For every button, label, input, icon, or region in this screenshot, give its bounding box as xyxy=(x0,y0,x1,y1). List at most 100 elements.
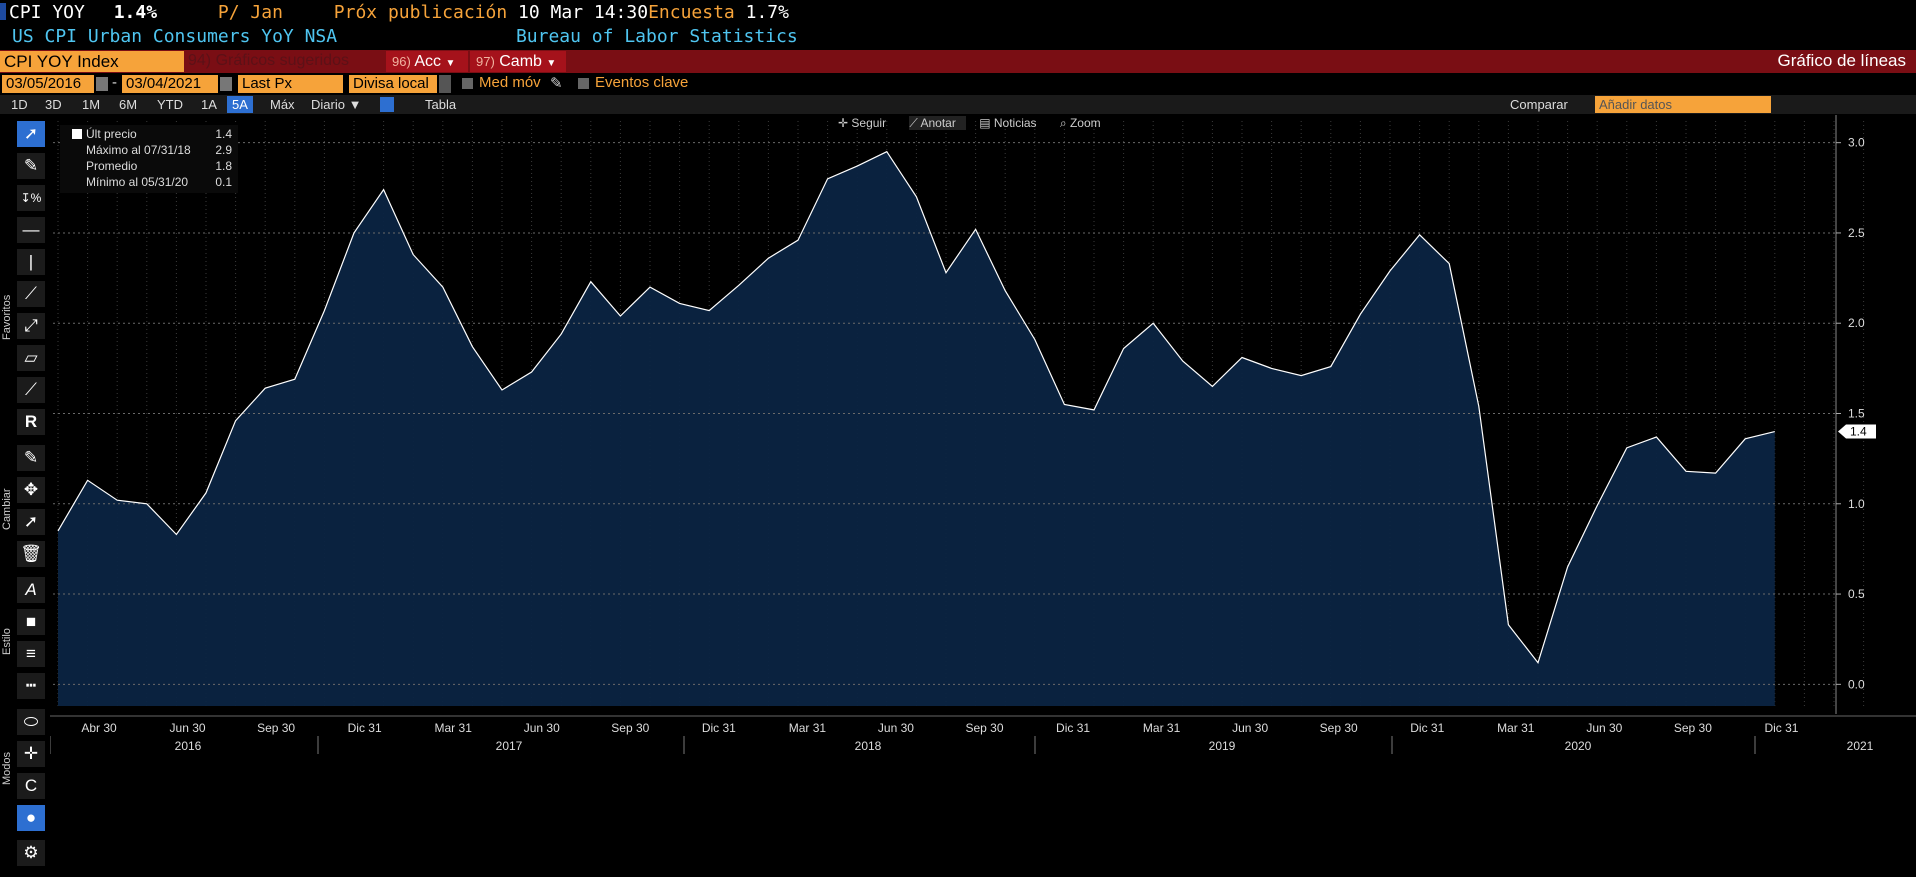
channel-icon[interactable]: ▱ xyxy=(17,345,45,371)
trend-line-icon[interactable]: ⟋ xyxy=(17,281,45,307)
select-icon[interactable]: ➚ xyxy=(17,509,45,535)
modes-section-label: Modos xyxy=(1,751,13,785)
moving-average-label[interactable]: Med móv xyxy=(479,74,541,91)
percent-change-icon[interactable]: ↧% xyxy=(17,185,45,211)
magnet-icon[interactable]: C xyxy=(17,773,45,799)
x-tick-label: Dic 31 xyxy=(1764,721,1798,735)
color-palette-icon[interactable]: ● xyxy=(17,805,45,831)
survey-label: Encuesta xyxy=(648,2,735,23)
y-tick-label: 2.5 xyxy=(1848,226,1865,240)
y-tick-label: 3.0 xyxy=(1848,136,1865,150)
x-tick-label: Sep 30 xyxy=(1674,721,1712,735)
vertical-line-icon[interactable]: | xyxy=(17,249,45,275)
end-date-field[interactable]: 03/04/2021 xyxy=(122,75,218,93)
pencil-icon[interactable]: ✎ xyxy=(550,75,563,92)
series-swatch xyxy=(72,129,82,139)
fibonacci-icon[interactable]: ⟋ xyxy=(17,377,45,403)
tab-3d[interactable]: 3D xyxy=(45,97,62,112)
favorites-section-label: Favoritos xyxy=(1,294,13,340)
x-tick-label: Jun 30 xyxy=(524,721,560,735)
zoom-button[interactable]: ⌕ Zoom xyxy=(1059,116,1101,130)
crosshair-icon[interactable]: ✛ xyxy=(17,741,45,767)
annotate-label: Anotar xyxy=(920,116,956,130)
compare-button[interactable]: Comparar xyxy=(1510,97,1568,112)
chart-menu: ✛ Seguir ⟋ Anotar ▤ Noticias ⌕ Zoom xyxy=(838,116,1121,131)
x-tick-label: Dic 31 xyxy=(1056,721,1090,735)
security-color-marker xyxy=(0,3,6,20)
frequency-selector[interactable]: Diario ▼ xyxy=(311,97,362,112)
change-button[interactable]: 97) Camb ▼ xyxy=(470,51,566,72)
follow-label: Seguir xyxy=(851,116,887,130)
table-button[interactable]: Tabla xyxy=(425,97,457,112)
tab-max[interactable]: Máx xyxy=(270,97,295,112)
text-r-icon[interactable]: R xyxy=(17,409,45,435)
horizontal-line-icon[interactable]: — xyxy=(17,217,45,243)
line-width-icon[interactable]: ≡ xyxy=(17,641,45,667)
line-chart-icon[interactable] xyxy=(380,97,394,112)
x-tick-label: Sep 30 xyxy=(1320,721,1358,735)
security-field[interactable]: CPI YOY Index xyxy=(0,51,184,72)
x-year-label: 2020 xyxy=(1565,739,1592,753)
start-date-field[interactable]: 03/05/2016 xyxy=(2,75,94,93)
tab-ytd[interactable]: YTD xyxy=(157,97,183,112)
tab-5a[interactable]: 5A xyxy=(227,96,253,113)
tab-1m[interactable]: 1M xyxy=(82,97,101,112)
tab-1a[interactable]: 1A xyxy=(201,97,217,112)
line-style-icon[interactable]: ┅ xyxy=(17,673,45,699)
ray-line-icon[interactable]: ⤢ xyxy=(17,313,45,339)
chevron-down-icon[interactable] xyxy=(439,75,451,93)
suggested-charts-button[interactable]: 94) Gráficos sugeridos xyxy=(188,52,349,69)
text-style-icon[interactable]: A xyxy=(17,577,45,603)
tab-1d[interactable]: 1D xyxy=(11,97,28,112)
chevron-down-icon: ▼ xyxy=(546,58,557,69)
currency-selector[interactable]: Divisa local xyxy=(349,75,437,93)
actions-button[interactable]: 96) Acc ▼ xyxy=(386,51,468,72)
trash-icon[interactable]: 🗑 xyxy=(17,541,45,567)
gear-icon[interactable]: ⚙ xyxy=(17,840,45,866)
follow-button[interactable]: ✛ Seguir xyxy=(838,116,887,130)
x-year-label: 2019 xyxy=(1209,739,1236,753)
date-separator: - xyxy=(112,74,117,91)
annotate-button[interactable]: ⟋ Anotar xyxy=(909,116,966,130)
cursor-icon[interactable]: ➚ xyxy=(17,121,45,147)
x-year-label: 2018 xyxy=(855,739,882,753)
moving-average-checkbox[interactable] xyxy=(462,78,473,89)
legend-max-label: Máximo al 07/31/18 xyxy=(86,143,191,157)
data-source: Bureau of Labor Statistics xyxy=(515,26,798,47)
calendar-icon[interactable] xyxy=(220,77,232,91)
range-tabs: 1D 3D 1M 6M YTD 1A 5A Máx Diario ▼ Tabla… xyxy=(0,95,1916,114)
y-tick-label: 0.0 xyxy=(1848,677,1865,691)
legend-max-value: 2.9 xyxy=(215,143,232,157)
field-selector[interactable]: Last Px xyxy=(238,75,343,93)
change-section-label: Cambiar xyxy=(1,488,13,530)
move-icon[interactable]: ✥ xyxy=(17,477,45,503)
actions-number: 96) xyxy=(392,54,411,69)
y-tick-label: 1.5 xyxy=(1848,407,1865,421)
x-tick-label: Abr 30 xyxy=(81,721,117,735)
series-line xyxy=(57,150,1775,664)
edit-icon[interactable]: ✎ xyxy=(17,445,45,471)
header-line-1: CPI YOY 1.4% P/ Jan Próx publicación 10 … xyxy=(0,2,789,24)
news-label: Noticias xyxy=(993,116,1037,130)
add-data-field[interactable]: Añadir datos xyxy=(1595,96,1771,113)
calendar-icon[interactable] xyxy=(96,77,108,91)
survey-value: 1.7% xyxy=(745,2,789,23)
cpi-area-chart[interactable]: 0.0 0.5 1.0 1.5 2.0 2.5 3.0 1.4 Abr 30 Jun 30 Sep … xyxy=(49,111,1916,874)
fill-color-icon[interactable]: ■ xyxy=(17,609,45,635)
pen-icon[interactable]: ✎ xyxy=(17,153,45,179)
legend-min-value: 0.1 xyxy=(215,175,232,189)
x-tick-label: Jun 30 xyxy=(1586,721,1622,735)
news-button[interactable]: ▤ Noticias xyxy=(979,116,1037,130)
key-events-checkbox[interactable] xyxy=(578,78,589,89)
ticker-label: CPI YOY xyxy=(9,2,85,23)
chart-type-label[interactable]: Gráfico de líneas xyxy=(1777,51,1906,70)
y-tick-label: 0.5 xyxy=(1848,587,1865,601)
legend-last-price-label: Últ precio xyxy=(86,127,137,141)
security-description: US CPI Urban Consumers YoY NSA xyxy=(12,26,338,47)
security-header: CPI YOY 1.4% P/ Jan Próx publicación 10 … xyxy=(0,0,1916,50)
x-year-label: 2016 xyxy=(175,739,202,753)
tab-6m[interactable]: 6M xyxy=(119,97,138,112)
key-events-label[interactable]: Eventos clave xyxy=(595,74,689,91)
lasso-icon[interactable]: ⬭ xyxy=(17,709,45,735)
x-tick-label: Jun 30 xyxy=(878,721,914,735)
